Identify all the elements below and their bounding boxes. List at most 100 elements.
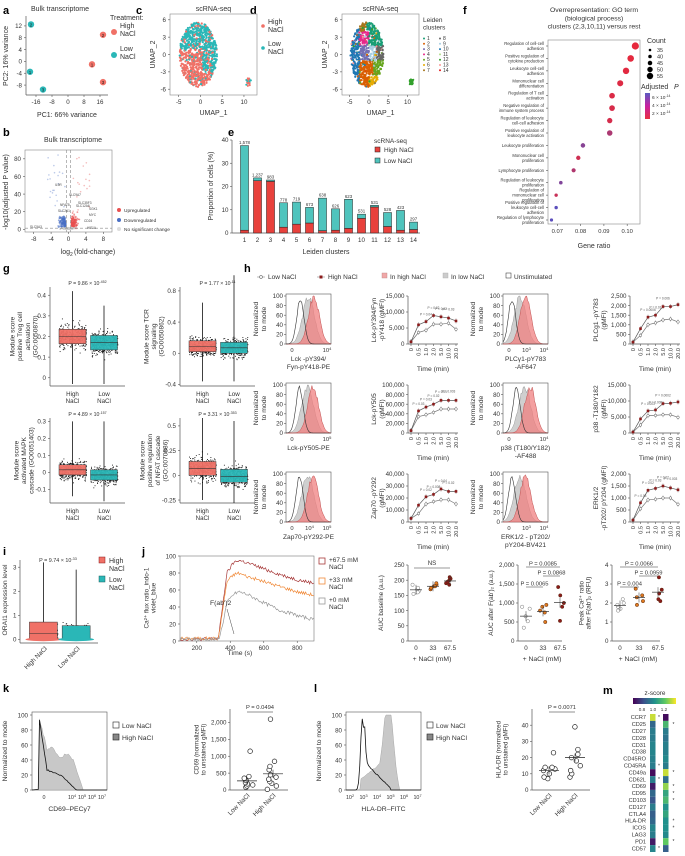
data-point (58, 171, 61, 173)
data-point (188, 61, 192, 65)
data-point (241, 358, 243, 360)
data-point (248, 77, 251, 80)
term-label: activation (526, 96, 544, 101)
data-point (194, 353, 196, 355)
bar-total-label: 1,237 (252, 172, 264, 177)
y-tick-label: 0.1 (37, 453, 46, 460)
data-point (198, 337, 200, 338)
legend-swatch (439, 64, 441, 66)
legend-swatch (439, 53, 441, 56)
data-point (369, 53, 372, 56)
data-point (204, 54, 207, 57)
data-point (116, 350, 118, 352)
data-point (379, 38, 382, 41)
data-point (367, 85, 370, 88)
y-axis-label: UMAP_2 (150, 40, 157, 68)
data-point (357, 51, 360, 54)
data-point (79, 475, 81, 477)
term-label: adhesion (527, 71, 545, 76)
data-point (196, 69, 199, 72)
data-point (365, 23, 369, 26)
data-point (365, 47, 368, 50)
data-point (370, 76, 373, 79)
data-point (200, 339, 201, 341)
data-point (207, 66, 210, 70)
data-point (73, 224, 76, 227)
legend-swatch (439, 37, 441, 40)
data-point (374, 70, 377, 73)
y-tick-label: 30 (222, 160, 229, 167)
data-point (208, 28, 211, 31)
data-point (190, 40, 194, 44)
data-point (100, 328, 101, 330)
term-label: differentiation (519, 83, 545, 88)
umap-points (178, 21, 252, 88)
data-point (363, 58, 366, 61)
data-point (194, 56, 197, 59)
size-legend-dot (646, 72, 654, 80)
data-point (96, 467, 98, 469)
data-point (201, 35, 205, 38)
data-point (357, 35, 361, 39)
data-point (200, 62, 203, 66)
data-point (202, 355, 204, 357)
data-point (381, 59, 384, 62)
gene-label: SLC2A1 (58, 209, 70, 213)
data-point (203, 45, 206, 48)
data-point (369, 63, 372, 67)
data-point (354, 75, 357, 78)
data-point (59, 478, 61, 480)
data-point (193, 34, 196, 37)
data-point (61, 217, 64, 220)
data-point (373, 44, 377, 47)
data-point (232, 339, 234, 341)
y-tick-label: 20 (14, 209, 21, 216)
data-point (352, 46, 355, 50)
data-point (77, 218, 80, 221)
data-point (200, 54, 203, 58)
data-point (237, 340, 239, 342)
data-point (96, 353, 98, 355)
data-point (62, 463, 64, 465)
data-point (110, 353, 112, 355)
data-point (26, 68, 34, 75)
data-point (212, 353, 214, 355)
data-point (204, 42, 208, 45)
legend-swatch (423, 48, 425, 51)
data-point (115, 352, 117, 354)
data-point (186, 26, 190, 30)
plot-frame (547, 39, 641, 225)
bar-high (370, 206, 379, 234)
data-point (72, 216, 75, 219)
data-point (82, 476, 84, 478)
data-point (85, 345, 87, 347)
y-tick-label: 0 (43, 375, 47, 382)
term-dot (571, 168, 576, 173)
x-tick-label: 5 (295, 237, 299, 244)
data-point (104, 483, 106, 485)
data-point (212, 68, 215, 71)
data-point (60, 475, 62, 477)
data-point (203, 76, 206, 79)
data-point (85, 349, 87, 350)
data-point (205, 81, 208, 84)
data-point (379, 63, 382, 67)
data-point (359, 76, 362, 79)
color-legend-label: 6 × 10-14 (652, 94, 670, 101)
data-point (225, 354, 227, 355)
data-point (115, 484, 117, 486)
y-tick-label: 0 (225, 230, 229, 237)
x-tick-label: Low (98, 508, 110, 515)
data-point (371, 24, 374, 28)
chart-title: scRNA-seq (196, 6, 232, 13)
data-point (367, 63, 370, 66)
data-point (245, 83, 248, 86)
data-point (203, 28, 206, 32)
data-point (60, 325, 62, 327)
term-label: proliferation (522, 220, 545, 225)
data-point (61, 479, 63, 481)
data-point (359, 79, 362, 82)
data-point (180, 47, 183, 50)
data-point (356, 42, 359, 45)
data-point (352, 66, 355, 69)
